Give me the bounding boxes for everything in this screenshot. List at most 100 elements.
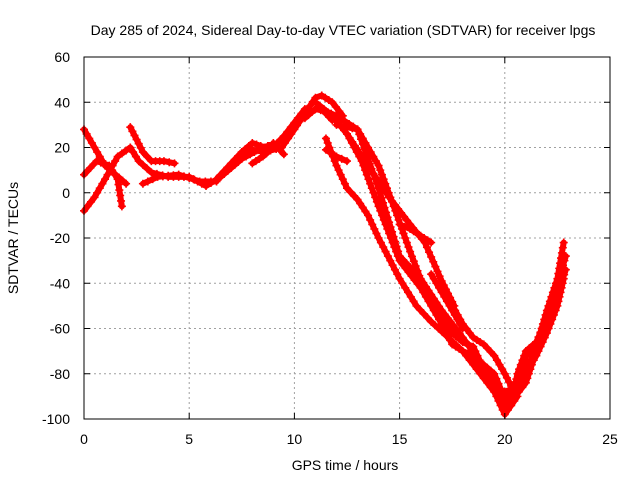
data-point-marker: [417, 276, 426, 285]
data-point-marker: [117, 196, 126, 205]
data-point-marker: [350, 191, 359, 200]
data-point-marker: [87, 197, 96, 206]
data-point-marker: [367, 184, 376, 193]
data-point-marker: [440, 292, 449, 301]
y-tick-label: -60: [50, 321, 70, 337]
data-point-marker: [471, 347, 480, 356]
data-point-marker: [379, 175, 388, 184]
data-point-marker: [323, 138, 332, 147]
data-point-marker: [534, 347, 543, 356]
data-point-marker: [374, 234, 383, 242]
data-point-marker: [546, 319, 555, 328]
data-point-marker: [101, 160, 110, 169]
data-point-marker: [336, 170, 345, 179]
data-point-marker: [479, 340, 488, 349]
data-point-marker: [371, 193, 380, 202]
x-tick-label: 20: [497, 431, 513, 447]
data-point-marker: [419, 309, 428, 318]
data-point-marker: [96, 158, 105, 167]
data-point-marker: [101, 175, 110, 184]
data-point-marker: [483, 378, 492, 387]
data-point-marker: [536, 328, 545, 337]
data-point-marker: [413, 266, 422, 275]
data-point-marker: [495, 360, 504, 369]
data-point-marker: [458, 338, 467, 347]
data-point-marker: [319, 105, 328, 114]
y-tick-label: 0: [62, 185, 70, 201]
data-point-marker: [356, 129, 365, 138]
data-point-marker: [131, 152, 140, 161]
data-point-marker: [510, 385, 519, 394]
data-point-marker: [377, 170, 386, 179]
data-point-marker: [343, 123, 351, 132]
data-point-marker: [332, 152, 341, 161]
y-tick-label: -20: [50, 230, 70, 246]
x-tick-label: 0: [80, 431, 88, 447]
data-point-marker: [311, 105, 320, 114]
data-point-marker: [138, 160, 147, 169]
data-point-marker: [490, 369, 499, 378]
data-point-marker: [343, 184, 351, 193]
data-point-marker: [416, 305, 425, 314]
data-point-marker: [561, 265, 570, 274]
data-point-marker: [368, 220, 377, 229]
data-point-marker: [556, 259, 565, 268]
data-point-marker: [343, 157, 351, 166]
data-point-marker: [361, 138, 370, 147]
series-sat-m: [321, 145, 351, 166]
x-tick-label: 25: [602, 431, 618, 447]
data-point-marker: [395, 220, 404, 229]
data-point-marker: [134, 139, 143, 148]
data-point-marker: [321, 134, 330, 143]
data-point-marker: [93, 148, 102, 157]
tick-labels: 0 5 10 15 20 25 -100 -80 -60 -40 -20 0 20 40 60: [42, 49, 618, 447]
x-tick-label: 15: [392, 431, 408, 447]
data-point-marker: [401, 283, 410, 292]
data-point-marker: [399, 229, 408, 238]
data-point-marker: [103, 170, 112, 179]
data-point-marker: [475, 356, 484, 365]
data-point-marker: [521, 369, 530, 378]
data-point-marker: [130, 131, 139, 140]
data-point-marker: [404, 288, 413, 297]
data-point-marker: [390, 243, 399, 252]
data-point-marker: [492, 374, 501, 383]
data-point-marker: [286, 123, 295, 132]
data-point-marker: [338, 175, 347, 184]
data-point-marker: [419, 281, 428, 290]
data-point-marker: [334, 166, 343, 175]
data-point-marker: [462, 351, 471, 360]
data-point-marker: [502, 373, 511, 382]
data-point-marker: [434, 308, 443, 317]
data-point-marker: [458, 319, 467, 328]
data-point-marker: [486, 347, 495, 356]
data-point-marker: [534, 333, 543, 342]
data-point-marker: [544, 308, 553, 317]
data-point-marker: [337, 122, 346, 131]
data-point-marker: [138, 148, 147, 157]
data-point-marker: [516, 360, 525, 369]
data-point-marker: [230, 157, 239, 166]
data-point-marker: [437, 288, 446, 297]
data-point-marker: [402, 238, 411, 247]
data-point-marker: [138, 179, 147, 188]
data-point-marker: [507, 401, 516, 410]
data-point-marker: [398, 279, 407, 288]
data-point-marker: [381, 220, 390, 229]
data-point-marker: [335, 107, 344, 116]
data-point-marker: [190, 175, 199, 184]
x-axis-title: GPS time / hours: [292, 457, 399, 473]
data-point-marker: [555, 285, 564, 294]
data-point-marker: [390, 265, 399, 274]
data-point-marker: [422, 243, 431, 252]
x-tick-label: 10: [287, 431, 303, 447]
data-point-marker: [437, 276, 446, 285]
data-point-marker: [364, 143, 373, 152]
data-point-marker: [128, 127, 137, 136]
data-point-marker: [374, 161, 383, 170]
data-point-marker: [376, 166, 385, 175]
data-point-marker: [364, 175, 373, 184]
data-point-marker: [423, 313, 432, 322]
data-point-marker: [404, 243, 413, 252]
